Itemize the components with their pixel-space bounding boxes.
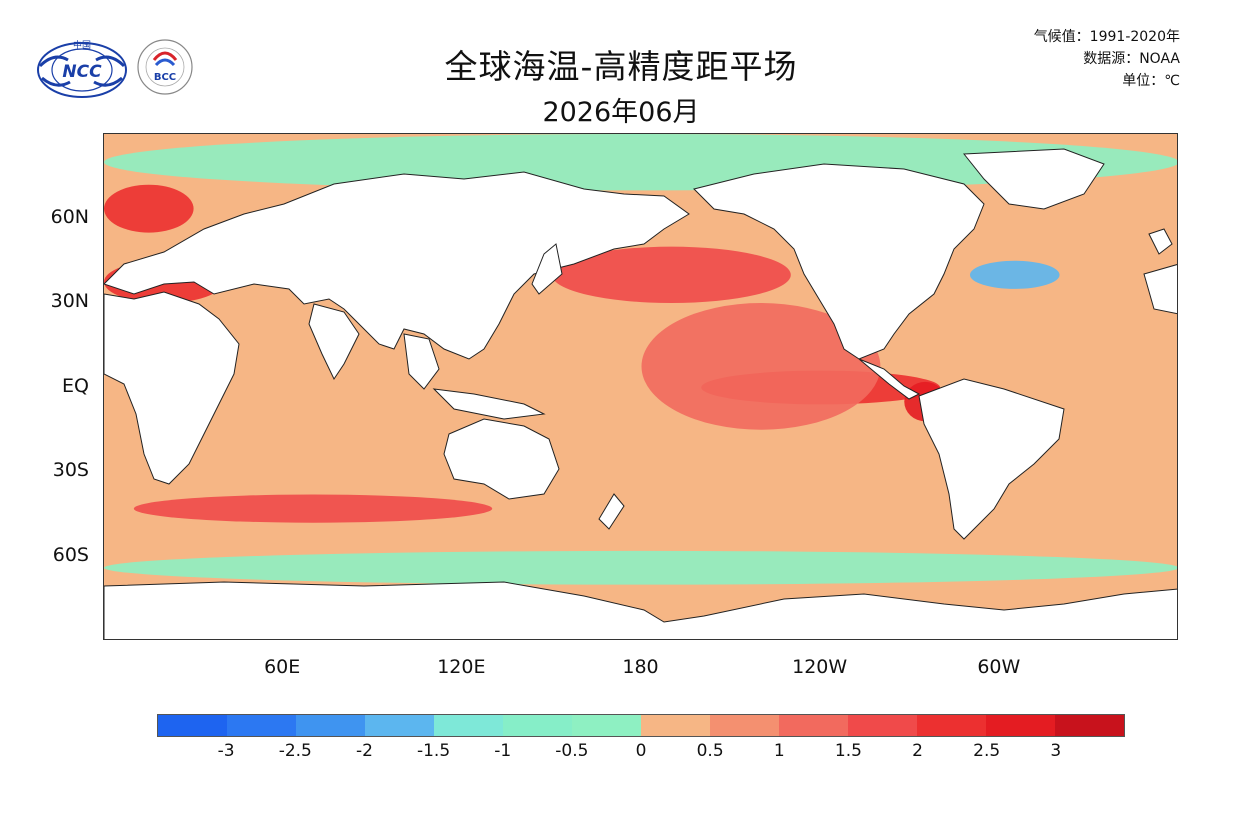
land-japan	[531, 243, 563, 295]
land-north-america	[693, 163, 985, 360]
lon-label-60w: 60W	[977, 656, 1021, 678]
land-antarctica	[104, 581, 1177, 639]
anomaly-region-southern-ocean-warm-band	[133, 494, 493, 523]
colorbar-swatch	[158, 715, 227, 736]
land-africa	[104, 291, 240, 485]
ncc-logo-small-text: 中国	[73, 39, 91, 51]
colorbar-label: 1	[773, 741, 785, 761]
land-central-america	[858, 358, 921, 400]
lat-label-eq: EQ	[62, 374, 89, 397]
ncc-logo: 中国 NCC	[37, 39, 127, 98]
land-layer	[104, 148, 1177, 639]
chart-title: 全球海温-高精度距平场	[444, 47, 798, 86]
lat-label-30n: 30N	[50, 290, 89, 312]
anomaly-region-southern-ocean-cool	[104, 550, 1177, 585]
colorbar-swatch	[503, 715, 572, 736]
lat-label-60n: 60N	[50, 205, 89, 228]
chart-subtitle: 2026年06月	[542, 97, 700, 128]
land-india	[308, 303, 360, 381]
land-australia	[443, 418, 560, 500]
bcc-logo: BCC	[137, 39, 193, 95]
colorbar-swatch	[779, 715, 848, 736]
ncc-logo-text: NCC	[62, 62, 102, 82]
colorbar-label: -2	[355, 741, 373, 761]
colorbar-swatch	[365, 715, 434, 736]
colorbar-label: -1	[494, 741, 512, 761]
land-uk	[1148, 228, 1173, 255]
bcc-logo-text: BCC	[154, 72, 176, 83]
colorbar-swatch	[641, 715, 710, 736]
colorbar-label: 2	[912, 741, 923, 761]
lon-label-60e: 60E	[264, 656, 301, 678]
colorbar-label: -3	[217, 741, 235, 761]
land-europe-east-edge	[1143, 264, 1177, 315]
colorbar-label: -2.5	[278, 741, 312, 761]
anomaly-region-central-pacific-warm	[641, 303, 881, 430]
unit-note: 单位：℃	[1122, 73, 1180, 89]
data-source-note: 数据源：NOAA	[1083, 51, 1180, 67]
colorbar-label: 0	[635, 741, 647, 761]
climatology-note: 气候值：1991-2020年	[1033, 29, 1180, 45]
land-greenland	[962, 148, 1105, 210]
lon-label-120e: 120E	[437, 656, 486, 678]
colorbar-label: -1.5	[416, 741, 451, 761]
lat-label-60s: 60S	[52, 543, 89, 566]
colorbar-swatch	[848, 715, 917, 736]
colorbar-label: -0.5	[555, 741, 589, 761]
colorbar-swatch	[710, 715, 779, 736]
colorbar-swatch	[572, 715, 641, 736]
colorbar-label: 1.5	[834, 741, 862, 761]
anomaly-region-gulf-stream-cold	[969, 260, 1060, 289]
anomaly-region-north-sea-warm	[104, 184, 194, 233]
colorbar-swatch	[227, 715, 296, 736]
colorbar-swatch	[917, 715, 986, 736]
colorbar-swatch	[1055, 715, 1124, 736]
land-indochina	[403, 333, 440, 390]
colorbar-label: 0.5	[696, 741, 724, 761]
lat-label-30s: 30S	[52, 459, 89, 481]
sst-anomaly-map	[103, 133, 1178, 640]
colorbar	[157, 714, 1125, 737]
lon-label-120w: 120W	[792, 656, 848, 678]
colorbar-label: 2.5	[973, 741, 1001, 761]
land-eurasia	[104, 171, 690, 360]
lon-label-180: 180	[622, 656, 659, 678]
map-canvas	[104, 134, 1177, 639]
land-indonesia	[432, 388, 546, 420]
land-south-america	[918, 378, 1065, 540]
colorbar-swatch	[986, 715, 1055, 736]
land-new-zealand	[598, 493, 625, 530]
colorbar-swatch	[296, 715, 365, 736]
colorbar-swatch	[434, 715, 503, 736]
colorbar-label: 3	[1050, 741, 1062, 761]
anomaly-region-north-pacific-warm	[551, 246, 791, 303]
